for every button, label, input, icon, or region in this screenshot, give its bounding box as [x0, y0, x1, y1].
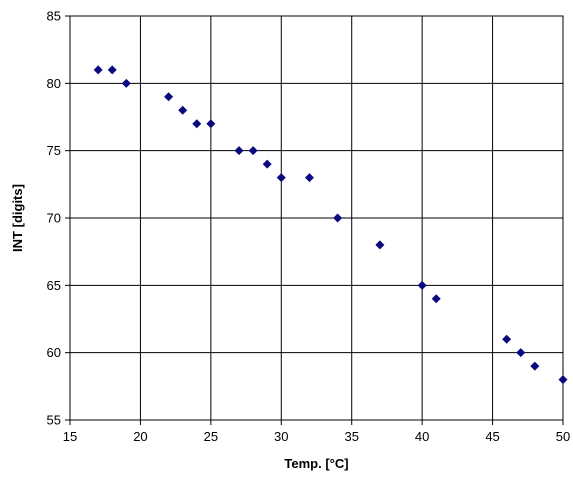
- data-point-marker: [121, 78, 131, 88]
- data-point-marker: [107, 65, 117, 75]
- y-tick-label: 85: [47, 9, 61, 24]
- x-tick-label: 15: [63, 429, 77, 444]
- y-tick-label: 60: [47, 345, 61, 360]
- data-point-marker: [333, 213, 343, 223]
- data-point-marker: [93, 65, 103, 75]
- y-tick-label: 55: [47, 413, 61, 428]
- data-point-marker: [192, 119, 202, 129]
- data-point-marker: [375, 240, 385, 250]
- data-point-marker: [304, 173, 314, 183]
- y-tick-label: 70: [47, 211, 61, 226]
- x-tick-label: 20: [133, 429, 147, 444]
- data-point-marker: [234, 146, 244, 156]
- x-tick-label: 30: [274, 429, 288, 444]
- data-point-marker: [164, 92, 174, 102]
- data-point-marker: [516, 348, 526, 358]
- x-tick-label: 35: [344, 429, 358, 444]
- data-point-marker: [502, 334, 512, 344]
- data-point-marker: [431, 294, 441, 304]
- x-axis-title: Temp. [°C]: [284, 456, 348, 471]
- data-point-marker: [530, 361, 540, 371]
- x-tick-label: 45: [485, 429, 499, 444]
- data-point-marker: [178, 105, 188, 115]
- data-point-marker: [417, 280, 427, 290]
- data-points: [93, 65, 568, 385]
- data-point-marker: [206, 119, 216, 129]
- x-tick-label: 25: [204, 429, 218, 444]
- grid-lines: [69, 15, 564, 421]
- x-tick-label: 40: [415, 429, 429, 444]
- y-axis-title: INT [digits]: [10, 184, 25, 252]
- y-axis-ticks: 55 60 65 70 75 80 85: [47, 9, 70, 428]
- data-point-marker: [262, 159, 272, 169]
- data-point-marker: [248, 146, 258, 156]
- x-tick-label: 50: [556, 429, 570, 444]
- data-point-marker: [558, 375, 568, 385]
- y-tick-label: 75: [47, 143, 61, 158]
- y-tick-label: 80: [47, 76, 61, 91]
- data-point-marker: [276, 173, 286, 183]
- x-axis-ticks: 15 20 25 30 35 40 45 50: [63, 420, 570, 444]
- y-tick-label: 65: [47, 278, 61, 293]
